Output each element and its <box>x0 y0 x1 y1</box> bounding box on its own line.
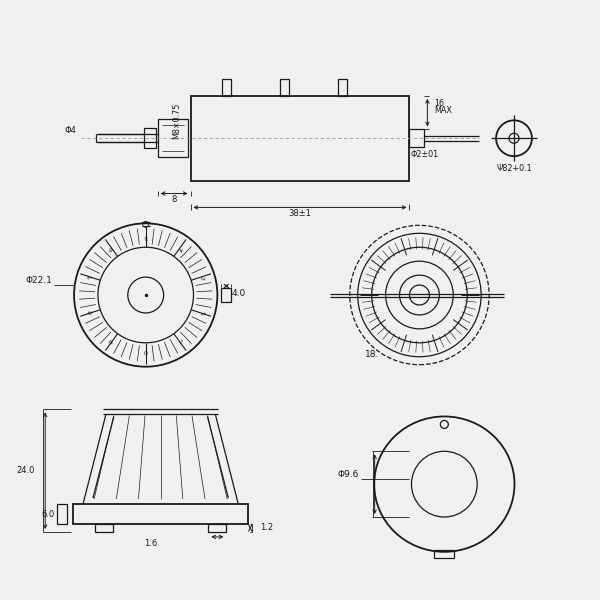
Bar <box>338 79 347 96</box>
Bar <box>191 96 409 181</box>
Text: 5: 5 <box>144 234 148 239</box>
Bar <box>95 524 113 532</box>
Bar <box>280 79 289 96</box>
Text: 2: 2 <box>198 310 204 316</box>
Text: 1: 1 <box>177 339 183 345</box>
Text: 18.: 18. <box>365 350 379 359</box>
Text: MAX: MAX <box>434 106 452 115</box>
Text: 8: 8 <box>88 310 94 316</box>
Text: 16: 16 <box>434 100 445 109</box>
Bar <box>221 288 232 302</box>
Text: 0: 0 <box>144 351 148 356</box>
Text: 1.6: 1.6 <box>144 539 157 548</box>
Text: 24.0: 24.0 <box>17 466 35 475</box>
Bar <box>208 524 226 532</box>
Text: 9: 9 <box>109 339 115 346</box>
Text: M8×0.75: M8×0.75 <box>172 102 181 139</box>
Bar <box>144 128 155 148</box>
Text: 7: 7 <box>88 274 94 280</box>
Bar <box>57 504 67 524</box>
Bar <box>409 129 424 147</box>
Text: 38±1: 38±1 <box>289 209 311 218</box>
Text: 8: 8 <box>172 195 177 204</box>
Text: 4: 4 <box>177 245 183 251</box>
Text: Φ9.6: Φ9.6 <box>337 470 359 479</box>
Text: Φ22.1: Φ22.1 <box>25 275 52 284</box>
Bar <box>158 119 188 157</box>
Text: Φ4: Φ4 <box>64 126 76 135</box>
Bar <box>434 550 454 558</box>
Bar <box>73 504 248 524</box>
Text: Ψ82+0.1: Ψ82+0.1 <box>496 164 532 173</box>
Bar <box>223 79 232 96</box>
Text: 3: 3 <box>198 274 204 280</box>
Text: 1.2: 1.2 <box>260 523 274 532</box>
Text: 6.0: 6.0 <box>41 509 54 518</box>
Text: Φ2±01: Φ2±01 <box>410 149 439 158</box>
Text: 6: 6 <box>109 245 115 251</box>
Text: 4.0: 4.0 <box>232 289 246 298</box>
